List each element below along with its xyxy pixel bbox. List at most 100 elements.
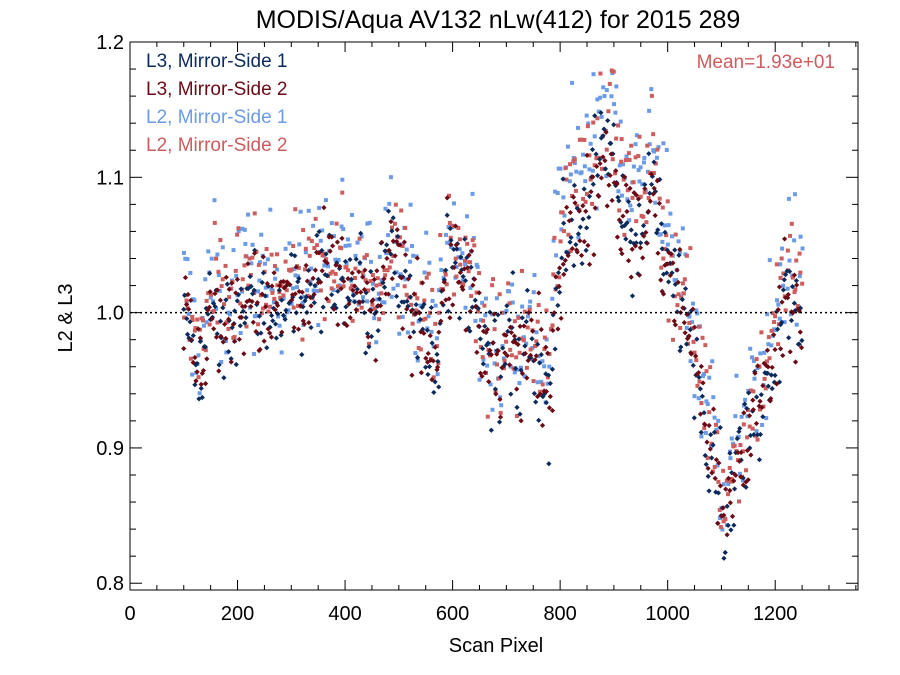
data-point: [633, 142, 638, 147]
data-point: [475, 305, 481, 311]
data-point: [413, 311, 419, 317]
data-point: [631, 180, 636, 185]
data-point: [258, 330, 264, 336]
data-point: [690, 320, 695, 325]
data-point: [443, 272, 448, 277]
data-point: [524, 365, 529, 370]
data-point: [371, 281, 376, 286]
data-point: [379, 291, 384, 296]
data-point: [724, 532, 730, 538]
data-point: [475, 264, 480, 269]
data-point: [571, 159, 576, 164]
data-point: [236, 229, 241, 234]
data-point: [662, 223, 667, 228]
data-point: [217, 297, 223, 303]
data-point: [408, 259, 413, 264]
data-point: [790, 275, 795, 280]
data-point: [583, 247, 589, 253]
data-point: [645, 169, 650, 174]
data-point: [694, 358, 699, 363]
data-point: [438, 318, 444, 324]
data-point: [182, 274, 189, 281]
data-point: [456, 315, 463, 321]
data-point: [693, 353, 699, 359]
data-point: [501, 356, 506, 361]
data-point: [306, 208, 311, 213]
data-point: [305, 288, 310, 293]
data-point: [317, 205, 322, 210]
data-point: [697, 379, 702, 384]
data-point: [696, 396, 701, 401]
data-point: [348, 286, 353, 291]
data-point: [781, 271, 786, 276]
data-point: [480, 355, 485, 360]
data-point: [468, 264, 474, 270]
data-point: [760, 383, 766, 389]
data-point: [198, 385, 204, 391]
data-point: [545, 372, 552, 378]
data-point: [592, 113, 598, 119]
data-point: [474, 349, 480, 355]
data-point: [768, 395, 774, 402]
data-point: [695, 311, 700, 316]
data-point: [638, 194, 643, 199]
data-point: [491, 277, 496, 282]
data-point: [234, 273, 239, 278]
data-point: [599, 166, 604, 171]
data-point: [775, 298, 780, 303]
data-point: [777, 316, 782, 321]
data-point: [473, 318, 478, 323]
data-point: [778, 275, 783, 280]
data-point: [298, 295, 304, 301]
data-point: [721, 468, 726, 473]
data-point: [343, 243, 348, 248]
data-point: [609, 94, 614, 99]
data-point: [409, 372, 415, 378]
data-point: [508, 329, 515, 336]
data-point: [516, 336, 522, 342]
data-point: [347, 256, 353, 263]
data-point: [598, 95, 603, 100]
data-point: [497, 414, 504, 420]
data-point: [745, 414, 750, 419]
data-point: [411, 291, 417, 297]
data-point: [528, 347, 533, 352]
data-point: [485, 363, 490, 368]
data-point: [466, 269, 471, 274]
data-point: [650, 191, 656, 197]
data-point: [510, 300, 515, 305]
data-point: [300, 301, 305, 306]
data-point: [482, 303, 487, 308]
data-point: [318, 288, 323, 293]
data-point: [713, 457, 720, 463]
data-point: [696, 324, 701, 329]
data-point: [637, 245, 644, 251]
data-point: [538, 326, 544, 333]
data-point: [500, 310, 505, 315]
data-point: [740, 478, 745, 483]
data-point: [209, 256, 214, 261]
data-point: [368, 333, 375, 340]
data-point: [687, 320, 692, 325]
data-point: [443, 267, 449, 273]
data-point: [427, 333, 433, 339]
data-point: [765, 370, 771, 376]
data-point: [756, 403, 762, 409]
data-point: [747, 445, 753, 451]
data-point: [397, 331, 402, 336]
data-point: [785, 248, 790, 253]
data-point: [561, 229, 566, 234]
data-point: [522, 309, 527, 314]
data-point: [373, 357, 379, 363]
data-point: [716, 418, 721, 423]
data-point: [252, 247, 258, 253]
data-point: [707, 446, 713, 452]
data-point: [792, 192, 797, 197]
data-point: [595, 116, 600, 121]
data-point: [517, 411, 523, 417]
data-point: [752, 376, 757, 381]
data-point: [469, 248, 475, 254]
data-point: [613, 171, 618, 176]
data-point: [676, 292, 681, 297]
data-point: [785, 286, 790, 291]
